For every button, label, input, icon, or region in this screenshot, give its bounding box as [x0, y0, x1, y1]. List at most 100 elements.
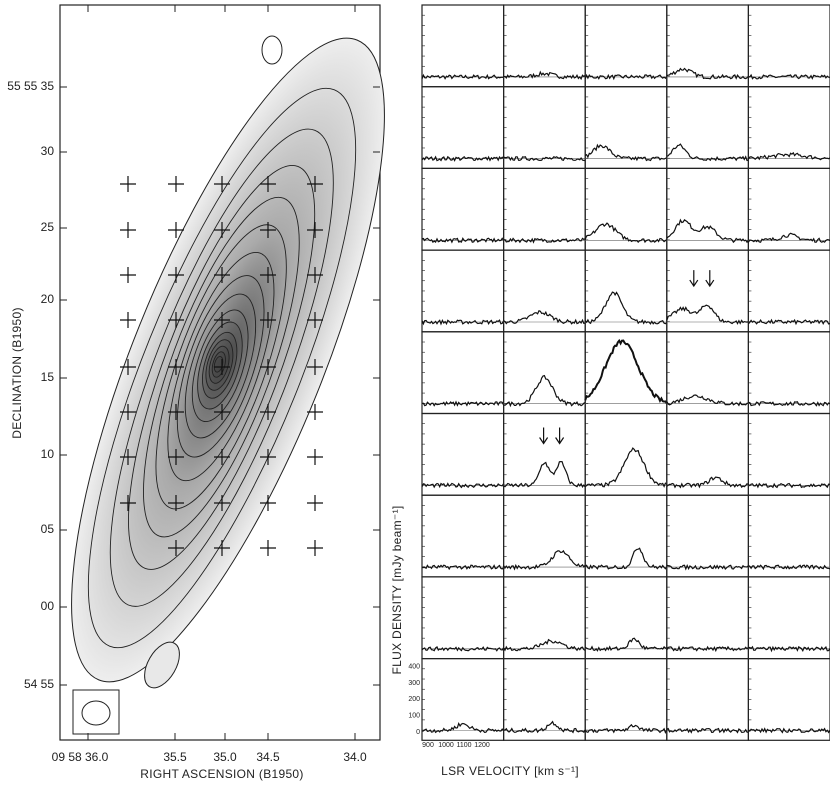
cross	[260, 495, 276, 511]
spectrum-cell	[421, 657, 505, 741]
cross	[214, 359, 230, 375]
flux-tick-label: 400	[408, 663, 420, 670]
spectrum	[422, 564, 505, 571]
spectrum	[584, 637, 667, 652]
x-tick-label: 34.0	[343, 750, 367, 764]
spectrum	[421, 400, 505, 407]
spectrum	[503, 237, 586, 244]
cross	[168, 359, 184, 375]
cross	[260, 267, 276, 283]
spectrum-cell	[421, 412, 505, 496]
spectrum-cell	[503, 657, 586, 741]
spectrum	[748, 482, 830, 489]
spectrum-cell	[747, 576, 830, 660]
x-tick-label: 34.5	[256, 750, 280, 764]
spectrum	[421, 645, 505, 652]
beam	[81, 700, 111, 726]
spectrum-cell	[584, 86, 668, 169]
cross	[168, 449, 184, 465]
cross	[307, 359, 323, 375]
flux-tick-label: 200	[408, 696, 420, 703]
cross	[168, 404, 184, 420]
cross	[168, 267, 184, 283]
contour	[128, 164, 316, 570]
spectrum-cell	[503, 249, 586, 333]
contour	[184, 293, 257, 439]
spectrum-cell	[747, 4, 830, 88]
cross	[120, 312, 136, 328]
cross	[307, 176, 323, 192]
beam-positions	[120, 176, 323, 556]
spectrum	[584, 723, 668, 735]
cross	[214, 222, 230, 238]
spectrum	[747, 232, 830, 243]
cross	[214, 540, 230, 556]
spectrum	[503, 374, 586, 408]
spectrum-cell	[666, 249, 749, 333]
y-axis-label: DECLINATION (B1950)	[10, 307, 24, 439]
spectrum	[503, 70, 586, 81]
velocity-axis-label: LSR VELOCITY [km s⁻¹]	[441, 764, 579, 778]
spectrum-cell	[747, 331, 830, 415]
cross	[120, 222, 136, 238]
spectrum-cell	[584, 167, 668, 251]
x-axis-label: RIGHT ASCENSION (B1950)	[140, 767, 303, 781]
spectrum	[748, 645, 830, 653]
spectrum	[584, 547, 668, 570]
spectrum-cell	[666, 494, 749, 578]
flux-axis-label: FLUX DENSITY [mJy beam⁻¹]	[390, 506, 404, 675]
contour	[261, 35, 283, 65]
cross	[307, 267, 323, 283]
spectrum-cell	[421, 249, 505, 333]
y-tick-label: 30	[41, 144, 55, 158]
spectrum	[584, 447, 668, 488]
x-tick-label: 35.0	[213, 750, 237, 764]
flux-tick-label: 100	[408, 712, 420, 719]
spectrum	[584, 73, 668, 81]
spectrum	[666, 563, 749, 571]
cross	[168, 495, 184, 511]
spectra-grid	[421, 4, 830, 741]
cross	[120, 359, 136, 375]
spectrum-cell	[747, 167, 830, 251]
spectrum	[748, 73, 830, 80]
spectrum-cell	[584, 494, 668, 578]
galaxy-halo	[71, 37, 385, 683]
spectrum	[421, 482, 505, 489]
velocity-tick-label: 1200	[474, 742, 490, 749]
cross	[260, 404, 276, 420]
velocity-tick-label: 1100	[456, 742, 471, 749]
spectrum	[747, 151, 830, 161]
spectrum	[421, 318, 505, 326]
spectrum-cell	[747, 412, 830, 496]
spectrum-cell	[584, 576, 668, 660]
cross	[307, 449, 323, 465]
spectrum	[421, 237, 505, 244]
contour	[191, 309, 249, 423]
spectrum	[584, 143, 668, 162]
velocity-tick-label: 1000	[438, 742, 454, 749]
spectrum-cell	[584, 4, 668, 88]
cross	[120, 267, 136, 283]
cross	[214, 495, 230, 511]
spectrum-cell	[503, 86, 586, 169]
contour	[202, 331, 238, 399]
spectrum	[421, 721, 505, 734]
cross	[307, 495, 323, 511]
contours	[71, 35, 385, 689]
cross	[260, 359, 276, 375]
spectrum	[666, 645, 749, 653]
spectrum	[584, 338, 668, 404]
spectrum	[666, 218, 749, 244]
spectrum	[666, 304, 749, 325]
spectrum-cell	[666, 657, 749, 741]
spectrum	[666, 476, 749, 489]
cross	[120, 495, 136, 511]
spectrum-cell	[666, 4, 749, 88]
spectrum	[666, 727, 749, 734]
spectrum	[666, 67, 749, 80]
cross	[120, 404, 136, 420]
spectrum-cell	[503, 331, 586, 415]
